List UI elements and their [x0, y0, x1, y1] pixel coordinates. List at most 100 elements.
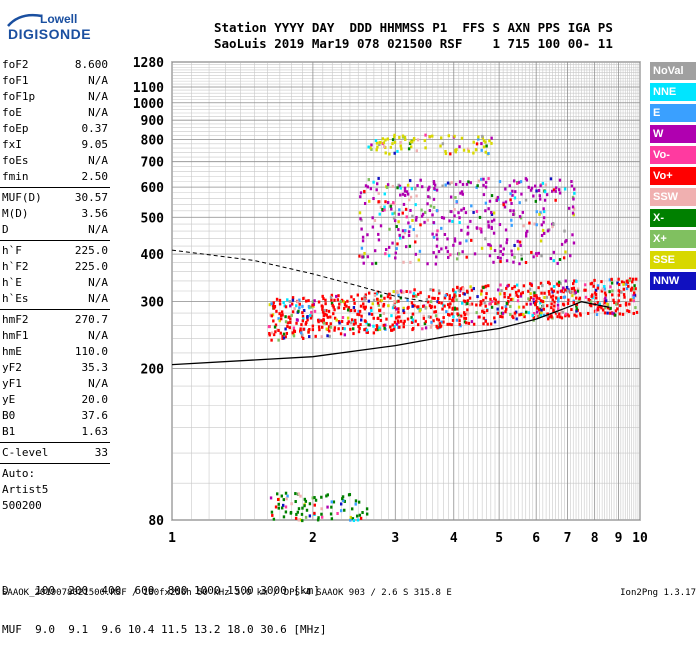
echo-point	[365, 512, 369, 516]
echo-point	[396, 315, 400, 319]
echo-point	[308, 327, 311, 331]
echo-point	[611, 289, 614, 293]
echo-point	[476, 184, 479, 188]
echo-point	[522, 224, 525, 228]
echo-point	[272, 517, 276, 521]
echo-point	[397, 299, 400, 303]
param-row: h`F 225.0	[0, 243, 110, 259]
echo-point	[280, 506, 284, 510]
echo-point	[286, 494, 289, 498]
echo-point	[408, 179, 412, 183]
echo-point	[342, 306, 346, 310]
echo-point	[447, 255, 450, 259]
echo-point	[451, 306, 455, 310]
echo-point	[482, 183, 485, 187]
echo-point	[570, 287, 574, 291]
echo-point	[354, 321, 357, 325]
echo-point	[330, 517, 334, 521]
version-footer: Ion2Png 1.3.17	[620, 588, 696, 598]
echo-point	[395, 225, 398, 229]
echo-point	[635, 310, 639, 314]
echo-point	[577, 300, 581, 304]
echo-point	[286, 298, 289, 302]
echo-point	[372, 316, 375, 320]
echo-point	[297, 518, 300, 522]
echo-point	[393, 299, 396, 303]
echo-point	[470, 288, 474, 292]
echo-point	[518, 240, 522, 244]
echo-point	[448, 219, 451, 223]
echo-point	[458, 180, 462, 184]
echo-point	[417, 258, 420, 262]
echo-point	[526, 229, 529, 233]
echo-point	[284, 505, 288, 509]
echo-point	[433, 305, 437, 309]
echo-point	[493, 316, 496, 320]
echo-point	[595, 296, 598, 300]
echo-point	[460, 136, 464, 140]
echo-point	[538, 194, 542, 198]
echo-point	[383, 208, 386, 212]
echo-point	[397, 212, 401, 216]
echo-point	[440, 301, 443, 305]
echo-point	[453, 307, 457, 311]
echo-point	[454, 294, 458, 298]
echo-point	[274, 330, 277, 334]
echo-point	[285, 331, 289, 335]
echo-point	[517, 289, 520, 293]
echo-point	[567, 206, 571, 210]
param-label: fmin	[2, 170, 29, 183]
param-divider	[0, 442, 110, 443]
echo-point	[524, 177, 528, 181]
echo-point	[339, 300, 343, 304]
echo-point	[465, 289, 469, 293]
echo-point	[475, 303, 478, 307]
echo-point	[346, 322, 349, 326]
echo-point	[563, 229, 566, 233]
echo-point	[276, 492, 279, 496]
echo-point	[540, 233, 544, 237]
echo-point	[504, 310, 507, 314]
echo-point	[493, 320, 497, 324]
echo-point	[489, 246, 493, 250]
echo-point	[410, 301, 414, 305]
echo-point	[313, 503, 316, 507]
x-tick-label: 4	[450, 531, 458, 546]
echo-point	[302, 327, 305, 331]
echo-point	[269, 496, 273, 500]
echo-point	[377, 191, 380, 195]
echo-point	[493, 249, 497, 253]
legend-item-nnw: NNW	[650, 272, 696, 290]
echo-point	[398, 233, 401, 237]
echo-point	[470, 320, 474, 324]
echo-point	[610, 277, 613, 281]
echo-point	[432, 180, 436, 184]
echo-point	[552, 223, 555, 227]
echo-point	[432, 221, 435, 225]
echo-point	[616, 281, 619, 285]
echo-point	[363, 201, 367, 205]
echo-point	[439, 144, 442, 148]
echo-point	[540, 254, 543, 258]
echo-point	[301, 519, 304, 523]
echo-point	[477, 135, 480, 139]
echo-point	[435, 255, 438, 259]
echo-point	[320, 335, 323, 339]
echo-point	[404, 245, 408, 249]
echo-point	[299, 327, 302, 331]
echo-point	[375, 141, 379, 145]
echo-point	[465, 321, 468, 325]
echo-point	[392, 201, 395, 205]
echo-point	[282, 336, 286, 340]
echo-point	[411, 318, 414, 322]
echo-point	[415, 234, 419, 238]
echo-point	[409, 195, 413, 199]
echo-point	[571, 211, 575, 215]
echo-point	[399, 186, 402, 190]
echo-point	[325, 313, 328, 317]
echo-point	[302, 296, 305, 300]
echo-point	[548, 282, 551, 286]
echo-point	[405, 215, 408, 219]
echo-point	[356, 518, 360, 522]
echo-point	[617, 277, 620, 281]
